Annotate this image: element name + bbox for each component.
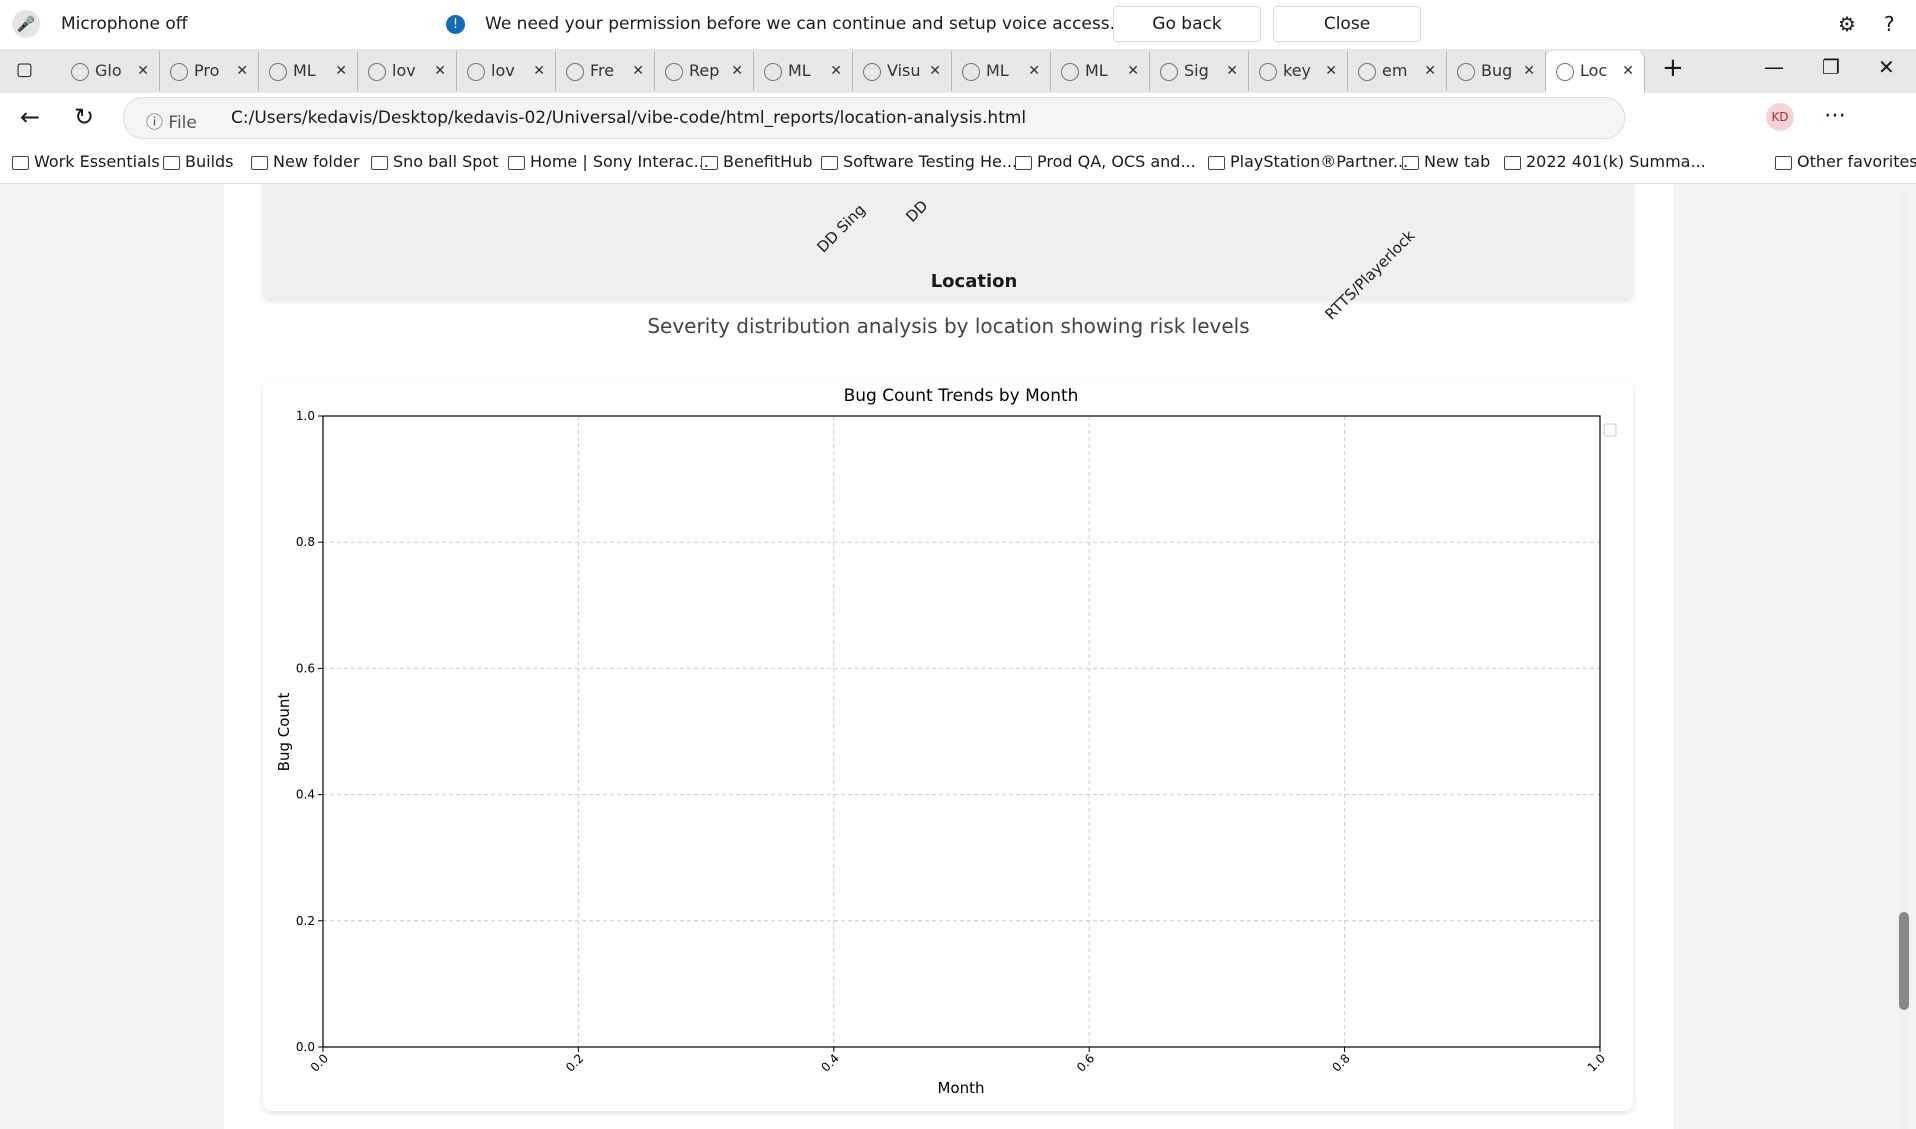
y-tick-label: 0.0 [296, 1040, 315, 1054]
tab[interactable]: Loc [1546, 51, 1645, 93]
minimize[interactable]: — [1764, 55, 1784, 79]
chart: Bug Count Trends by Month Month Bug Coun… [275, 386, 1617, 1097]
help-icon[interactable]: ? [1884, 12, 1895, 36]
report-page: DD Sing DD RTTS/Playerlock Location Seve… [224, 184, 1673, 1129]
plot-frame [322, 415, 1601, 1048]
toolbar: ← ↻ ⓘ File C:/Users/kedavis/Desktop/keda… [0, 93, 1916, 141]
back-button[interactable]: ← [20, 103, 41, 131]
chart-title: Bug Count Trends by Month [844, 386, 1079, 406]
tab[interactable]: ML [952, 51, 1051, 91]
tab[interactable]: Visu [853, 51, 952, 91]
x-tick-label: 1.0 [1585, 1051, 1608, 1074]
mic-icon[interactable]: 🎤 [12, 10, 40, 38]
bookmark[interactable]: New tab [1400, 152, 1490, 171]
scroll-thumb[interactable] [1899, 912, 1909, 1010]
tab-bar: ▢ + — ❐ ✕ GloProMLlovlovFreRepMLVisuMLML… [0, 49, 1916, 93]
previous-chart-card [263, 184, 1633, 299]
menu[interactable]: ⋯ [1824, 103, 1846, 128]
tab[interactable]: lov [457, 51, 556, 91]
bookmark[interactable]: PlayStation®Partner... [1206, 152, 1408, 171]
y-tick-label: 0.6 [296, 661, 315, 675]
tab[interactable]: ML [259, 51, 358, 91]
tab[interactable]: Sig [1150, 51, 1249, 91]
x-tick-label: 0.8 [1329, 1051, 1352, 1074]
bookmark[interactable]: Work Essentials [10, 152, 160, 171]
notification-message: We need your permission before we can co… [485, 14, 1115, 34]
tab[interactable]: Glo [61, 51, 160, 91]
tab[interactable]: Bug [1447, 51, 1546, 91]
bookmark[interactable]: BenefitHub [699, 152, 812, 171]
x-tick-label: 0.2 [563, 1051, 586, 1074]
bookmark[interactable]: 2022 401(k) Summa... [1502, 152, 1706, 171]
go-back-button[interactable]: Go back [1113, 6, 1261, 42]
address-bar[interactable]: ⓘ File C:/Users/kedavis/Desktop/kedavis-… [123, 97, 1625, 139]
scheme: ⓘ File [146, 113, 197, 133]
bookmark[interactable]: New folder [249, 152, 359, 171]
url: C:/Users/kedavis/Desktop/kedavis-02/Univ… [231, 108, 1027, 128]
scheme-text: File [168, 113, 197, 133]
restore[interactable]: ❐ [1822, 55, 1840, 79]
tab[interactable]: em [1348, 51, 1447, 91]
bookmarks-bar: Other favorites Work Essentials Builds New… [0, 141, 1916, 184]
tab[interactable]: Pro [160, 51, 259, 91]
tab-actions[interactable]: ▢ [16, 59, 34, 80]
y-tick-label: 0.2 [296, 914, 315, 928]
caption: Severity distribution analysis by locati… [647, 314, 1250, 338]
reload-button[interactable]: ↻ [74, 103, 95, 131]
new-tab-button[interactable]: + [1662, 53, 1684, 83]
tab[interactable]: Rep [655, 51, 754, 91]
y-axis-title: Bug Count [275, 693, 293, 772]
chart-card [263, 380, 1633, 1111]
x-tick-label: 0.6 [1074, 1051, 1097, 1074]
y-tick-label: 1.0 [296, 409, 315, 423]
bookmark[interactable]: Software Testing He... [819, 152, 1017, 171]
legend [1603, 423, 1617, 437]
settings-icon[interactable]: ⚙ [1838, 12, 1856, 36]
tab[interactable]: key [1249, 51, 1348, 91]
bookmark[interactable]: Home | Sony Interac... [506, 152, 709, 171]
prev-x-axis-title: Location [930, 271, 1018, 292]
y-tick-label: 0.8 [296, 535, 315, 549]
tab[interactable]: ML [754, 51, 853, 91]
notification-bar: 🎤 Microphone off ! We need your permissi… [0, 0, 1916, 49]
bookmark[interactable]: Builds [161, 152, 234, 171]
y-tick-label: 0.4 [296, 788, 315, 802]
close-window[interactable]: ✕ [1878, 55, 1895, 79]
x-axis-title: Month [937, 1079, 984, 1097]
bookmark[interactable]: Prod QA, OCS and... [1013, 152, 1196, 171]
mic-status: Microphone off [61, 14, 188, 34]
close-button[interactable]: Close [1273, 6, 1421, 42]
info-icon: ! [446, 15, 465, 34]
x-tick-label: 0.4 [819, 1051, 842, 1074]
scrollbar[interactable] [1898, 190, 1910, 1129]
other-favorites[interactable]: Other favorites [1773, 152, 1916, 171]
x-tick-label: 0.0 [308, 1051, 331, 1074]
tab[interactable]: lov [358, 51, 457, 91]
profile[interactable]: KD [1766, 103, 1794, 131]
bookmark[interactable]: Sno ball Spot [369, 152, 498, 171]
tab[interactable]: Fre [556, 51, 655, 91]
tab[interactable]: ML [1051, 51, 1150, 91]
